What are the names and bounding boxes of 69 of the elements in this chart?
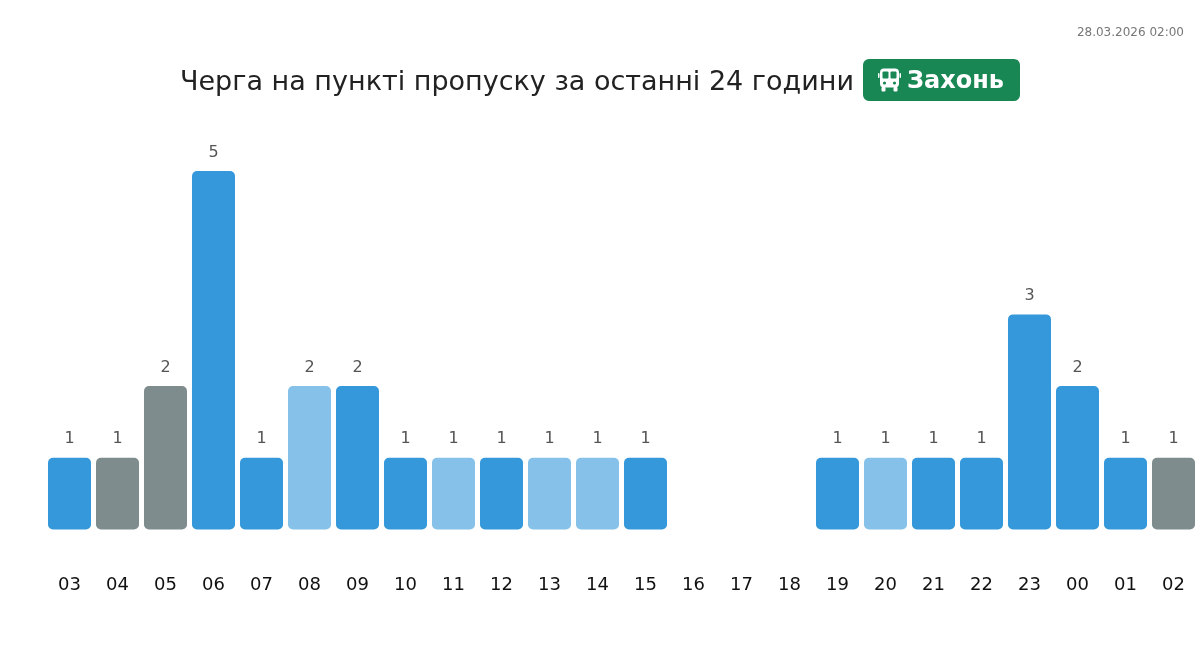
bar — [1056, 386, 1099, 530]
chart-subtitle: Захонь — [907, 66, 1004, 94]
bar — [864, 457, 907, 530]
data-label: 1 — [496, 428, 507, 448]
x-tick-label: 02 — [1162, 573, 1185, 594]
x-tick-label: 07 — [250, 573, 273, 594]
data-label: 1 — [832, 428, 843, 448]
x-tick-label: 23 — [1018, 573, 1041, 594]
x-tick-label: 06 — [202, 573, 225, 594]
data-label: 1 — [544, 428, 555, 448]
data-label: 1 — [1168, 428, 1179, 448]
data-label: 1 — [64, 428, 75, 448]
data-label: 1 — [112, 428, 123, 448]
bar — [960, 457, 1003, 530]
x-tick-label: 09 — [346, 573, 369, 594]
data-label: 1 — [448, 428, 459, 448]
x-tick-label: 15 — [634, 573, 657, 594]
x-tick-label: 12 — [490, 573, 513, 594]
x-tick-label: 11 — [442, 573, 465, 594]
x-tick-label: 08 — [298, 573, 321, 594]
data-label: 1 — [592, 428, 603, 448]
data-label: 1 — [928, 428, 939, 448]
bar — [48, 457, 91, 530]
bar — [912, 457, 955, 530]
bar — [288, 386, 331, 530]
data-label: 1 — [400, 428, 411, 448]
x-tick-label: 00 — [1066, 573, 1089, 594]
x-tick-label: 20 — [874, 573, 897, 594]
x-tick-label: 03 — [58, 573, 81, 594]
x-tick-label: 05 — [154, 573, 177, 594]
data-label: 1 — [256, 428, 267, 448]
data-label: 2 — [304, 356, 315, 376]
bar — [144, 386, 187, 530]
bar — [1104, 457, 1147, 530]
bar — [576, 457, 619, 530]
data-label: 3 — [1024, 284, 1035, 304]
bar — [528, 457, 571, 530]
x-tick-label: 01 — [1114, 573, 1137, 594]
x-tick-label: 13 — [538, 573, 561, 594]
x-tick-label: 10 — [394, 573, 417, 594]
bar — [480, 457, 523, 530]
data-label: 2 — [352, 356, 363, 376]
bar — [1008, 314, 1051, 530]
data-label: 1 — [880, 428, 891, 448]
chart-title: Черга на пункті пропуску за останні 24 години — [180, 64, 854, 96]
text: 28.03.2026 02:00 — [1076, 24, 1184, 40]
data-label: 1 — [976, 428, 987, 448]
x-tick-label: 22 — [970, 573, 993, 594]
data-label: 5 — [208, 141, 219, 161]
bar — [384, 457, 427, 530]
x-tick-label: 21 — [922, 573, 945, 594]
bar — [816, 457, 859, 530]
bar — [240, 457, 283, 530]
bar — [192, 171, 235, 530]
x-tick-label: 19 — [826, 573, 849, 594]
bar — [432, 457, 475, 530]
bar — [96, 457, 139, 530]
x-tick-label: 14 — [586, 573, 609, 594]
data-label: 2 — [160, 356, 171, 376]
bar — [624, 457, 667, 530]
bar — [1152, 457, 1195, 530]
x-tick-label: 17 — [730, 573, 753, 594]
data-label: 1 — [640, 428, 651, 448]
bar — [336, 386, 379, 530]
x-tick-label: 16 — [682, 573, 705, 594]
x-tick-label: 04 — [106, 573, 129, 594]
x-tick-label: 18 — [778, 573, 801, 594]
data-label: 1 — [1120, 428, 1131, 448]
data-label: 2 — [1072, 356, 1083, 376]
